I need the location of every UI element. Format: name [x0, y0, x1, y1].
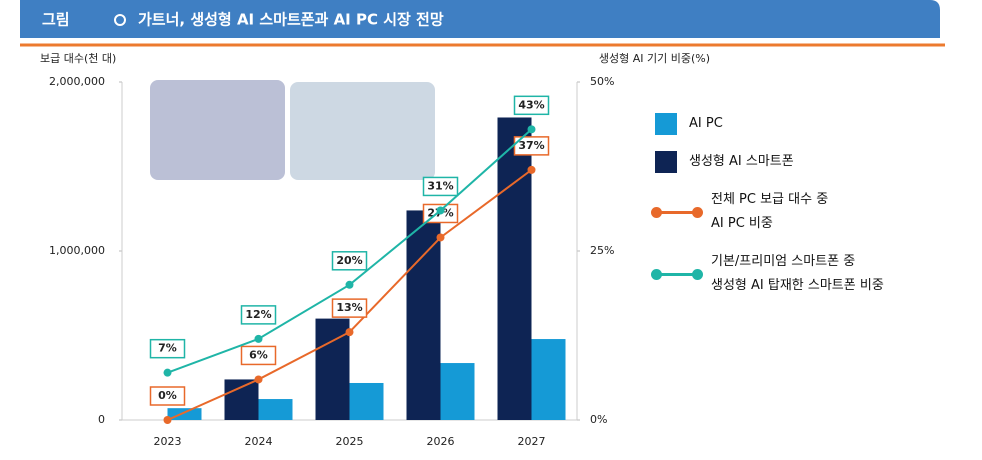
bar [258, 399, 293, 420]
x-tick-label: 2027 [518, 435, 546, 448]
x-tick-label: 2024 [245, 435, 273, 448]
header-icon [114, 14, 126, 26]
header-banner [20, 0, 940, 38]
point [345, 328, 354, 337]
bar [440, 363, 475, 420]
legend-swatch [655, 151, 677, 173]
point [345, 280, 354, 289]
label-box [331, 298, 368, 318]
point [254, 375, 263, 384]
legend-label: AI PC [689, 116, 723, 131]
label-box [422, 176, 459, 197]
point [436, 206, 445, 215]
data-label: 37% [518, 139, 544, 152]
point [254, 334, 263, 343]
bar [531, 339, 566, 420]
point [163, 368, 172, 377]
data-label: 6% [249, 348, 268, 361]
data-label: 12% [245, 308, 271, 321]
label-box [331, 251, 368, 271]
y-tick-label: 0 [98, 413, 105, 426]
x-tick-label: 2023 [154, 435, 182, 448]
point [436, 233, 445, 242]
y-tick-label: 1,000,000 [49, 244, 105, 257]
y-tick-label: 2,000,000 [49, 75, 105, 88]
legend-label: 기본/프리미엄 스마트폰 중 생성형 AI 탑재한 스마트폰 비중 [711, 254, 884, 293]
legend-label: 생성형 AI 스마트폰 [689, 154, 794, 169]
data-label: 20% [336, 254, 362, 267]
figure-label: 그림 [42, 11, 70, 29]
legend-item: 생성형 AI 스마트폰 [655, 150, 965, 174]
decor-image [150, 80, 285, 180]
y2-axis-label: 생성형 AI 기기 비중(%) [599, 52, 710, 65]
label-box [149, 386, 186, 406]
bar [349, 382, 384, 420]
data-label: 31% [427, 179, 453, 192]
legend-swatch [651, 206, 703, 218]
label-box [513, 95, 550, 116]
chart-title: 가트너, 생성형 AI 스마트폰과 AI PC 시장 전망 [138, 11, 444, 29]
label-box [149, 338, 186, 359]
data-label: 13% [336, 301, 362, 314]
x-tick-label: 2026 [427, 435, 455, 448]
legend-swatch [655, 113, 677, 135]
x-tick-label: 2025 [336, 435, 364, 448]
decor-image [290, 82, 435, 180]
bar [224, 379, 259, 420]
bar [167, 408, 202, 420]
legend-item: 전체 PC 보급 대수 중 AI PC 비중 [651, 188, 965, 236]
y2-tick-label: 0% [590, 413, 607, 426]
point [527, 125, 536, 134]
point [163, 416, 172, 424]
data-label: 43% [518, 98, 544, 111]
data-label: 7% [158, 342, 177, 355]
legend-swatch [651, 268, 703, 280]
bar [406, 210, 441, 420]
label-box [240, 345, 277, 366]
legend-item: AI PC [655, 112, 965, 136]
y-axis-label: 보급 대수(천 대) [40, 51, 116, 65]
label-box [240, 305, 277, 325]
bar [497, 117, 532, 421]
legend-label: 전체 PC 보급 대수 중 AI PC 비중 [711, 192, 829, 231]
legend-item: 기본/프리미엄 스마트폰 중 생성형 AI 탑재한 스마트폰 비중 [651, 250, 965, 298]
y2-tick-label: 25% [590, 244, 614, 257]
y2-tick-label: 50% [590, 75, 614, 88]
data-label: 0% [158, 389, 177, 402]
point [527, 165, 536, 174]
label-box [513, 136, 550, 156]
